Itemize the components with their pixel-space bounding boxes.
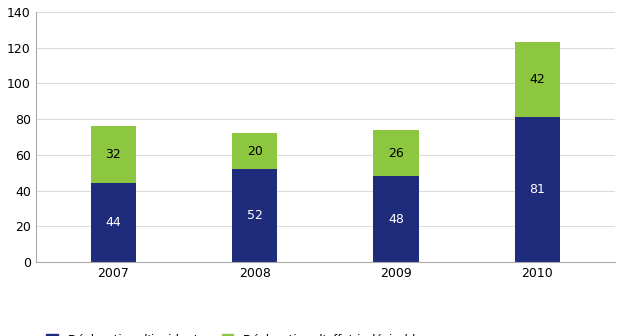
Bar <box>232 133 277 169</box>
Text: 20: 20 <box>247 145 262 158</box>
Text: 32: 32 <box>106 149 121 161</box>
Bar <box>515 42 560 117</box>
Text: 42: 42 <box>529 73 545 86</box>
Text: 48: 48 <box>388 213 404 226</box>
Text: 52: 52 <box>247 209 262 222</box>
Bar <box>232 169 277 262</box>
Text: 44: 44 <box>106 216 121 229</box>
Bar <box>515 117 560 262</box>
Bar <box>373 130 419 176</box>
Legend: Déclaration d'incident, Déclaration d'effet indésirable: Déclaration d'incident, Déclaration d'ef… <box>42 329 427 336</box>
Text: 26: 26 <box>388 146 404 160</box>
Bar <box>91 126 136 183</box>
Bar <box>373 176 419 262</box>
Bar <box>91 183 136 262</box>
Text: 81: 81 <box>529 183 545 196</box>
